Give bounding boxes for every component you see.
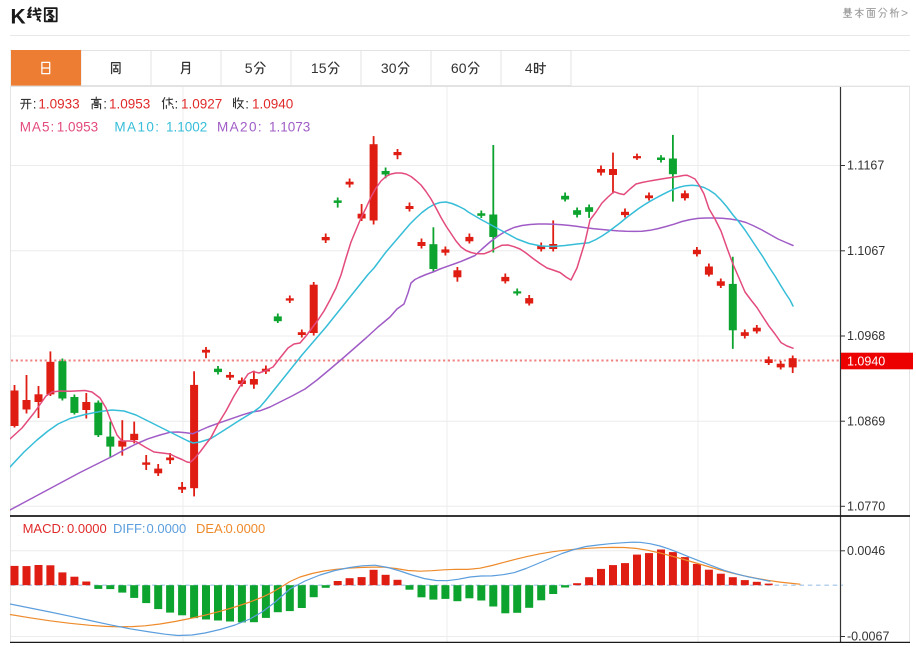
svg-text:0.0000: 0.0000 xyxy=(226,521,266,536)
svg-text:1.1073: 1.1073 xyxy=(269,120,310,135)
svg-text:1.0953: 1.0953 xyxy=(57,120,98,135)
svg-text:-0.0067: -0.0067 xyxy=(847,630,889,643)
svg-text:1.0968: 1.0968 xyxy=(847,329,885,343)
svg-text:0.0046: 0.0046 xyxy=(847,544,885,558)
svg-text:>: > xyxy=(901,6,908,20)
svg-text:K: K xyxy=(11,6,26,29)
svg-text:MACD:: MACD: xyxy=(23,521,65,536)
svg-text:3: 3 xyxy=(381,60,389,76)
svg-text:1.0953: 1.0953 xyxy=(109,97,150,112)
svg-text:1: 1 xyxy=(311,60,319,76)
svg-text:MA5:: MA5: xyxy=(20,120,56,135)
svg-text::: : xyxy=(175,97,179,112)
svg-text::: : xyxy=(33,97,37,112)
svg-text::: : xyxy=(103,97,107,112)
svg-text:DEA:: DEA: xyxy=(196,521,226,536)
svg-text:1.0933: 1.0933 xyxy=(38,97,79,112)
svg-text:1.0927: 1.0927 xyxy=(181,97,222,112)
svg-text:0.0000: 0.0000 xyxy=(67,521,107,536)
svg-text:5: 5 xyxy=(319,60,327,76)
svg-text:MA10:: MA10: xyxy=(114,120,160,135)
svg-text:0: 0 xyxy=(459,60,467,76)
svg-text:4: 4 xyxy=(525,60,533,76)
svg-text::: : xyxy=(245,97,249,112)
svg-text:DIFF:: DIFF: xyxy=(113,521,146,536)
svg-text:1.0940: 1.0940 xyxy=(847,354,885,368)
svg-text:1.0770: 1.0770 xyxy=(847,500,885,514)
svg-text:1.1067: 1.1067 xyxy=(847,244,885,258)
svg-text:1.0940: 1.0940 xyxy=(252,97,293,112)
svg-text:6: 6 xyxy=(451,60,459,76)
svg-text:MA20:: MA20: xyxy=(217,120,263,135)
svg-text:1.1002: 1.1002 xyxy=(166,120,207,135)
svg-text:1.0869: 1.0869 xyxy=(847,414,885,428)
svg-text:0.0000: 0.0000 xyxy=(147,521,187,536)
svg-text:0: 0 xyxy=(389,60,397,76)
svg-text:1.1167: 1.1167 xyxy=(847,159,884,173)
svg-text:5: 5 xyxy=(245,60,253,76)
